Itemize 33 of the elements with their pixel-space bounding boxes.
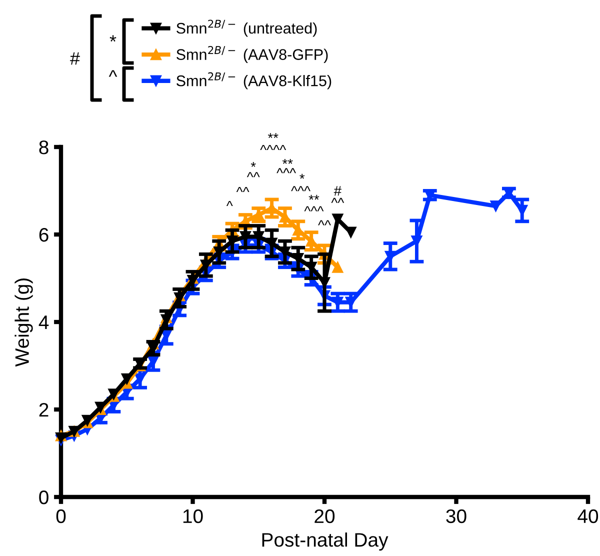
annotation: ^^^^: [260, 144, 286, 150]
annotation: ^^: [236, 186, 250, 192]
annotation: *: [300, 174, 305, 179]
annotation: ^^^: [276, 168, 296, 174]
annotation: ^^^: [291, 186, 310, 192]
annotation: ^^: [331, 198, 344, 203]
x-axis-title: Post-natal Day: [262, 532, 388, 551]
annotation: ^^: [318, 220, 331, 226]
x-tick-label: 30: [446, 509, 466, 524]
annotation: ^: [226, 200, 233, 206]
legend-label: Smn$^{2B/−}$ (AAV8-Klf15): [176, 72, 332, 90]
y-tick-label: 4: [38, 316, 49, 330]
annotation: ^^^: [304, 206, 324, 212]
y-tick-label: 0: [39, 490, 48, 504]
x-tick-label: 20: [314, 509, 335, 524]
annotation: #: [334, 186, 342, 196]
annotation: *: [250, 162, 256, 167]
x-tick-label: 10: [183, 509, 203, 524]
x-tick-label: 40: [578, 509, 598, 524]
text: **: [268, 133, 278, 138]
text: *: [110, 35, 116, 42]
y-tick-label: 6: [39, 228, 48, 242]
annotation: **: [282, 158, 293, 164]
legend-label: Smn$^{2B/−}$ (AAV8-GFP): [176, 46, 328, 63]
annotation: ^^: [246, 172, 260, 178]
text: #: [70, 52, 80, 65]
annotation: **: [308, 194, 320, 200]
y-tick-label: 2: [39, 402, 48, 417]
legend-label: Smn$^{2B/−}$ (untreated): [176, 20, 317, 37]
y-tick-label: 8: [39, 140, 48, 154]
x-tick-label: 0: [56, 509, 66, 524]
y-axis-title: Weight (g): [14, 278, 33, 367]
text: ^: [108, 70, 118, 77]
